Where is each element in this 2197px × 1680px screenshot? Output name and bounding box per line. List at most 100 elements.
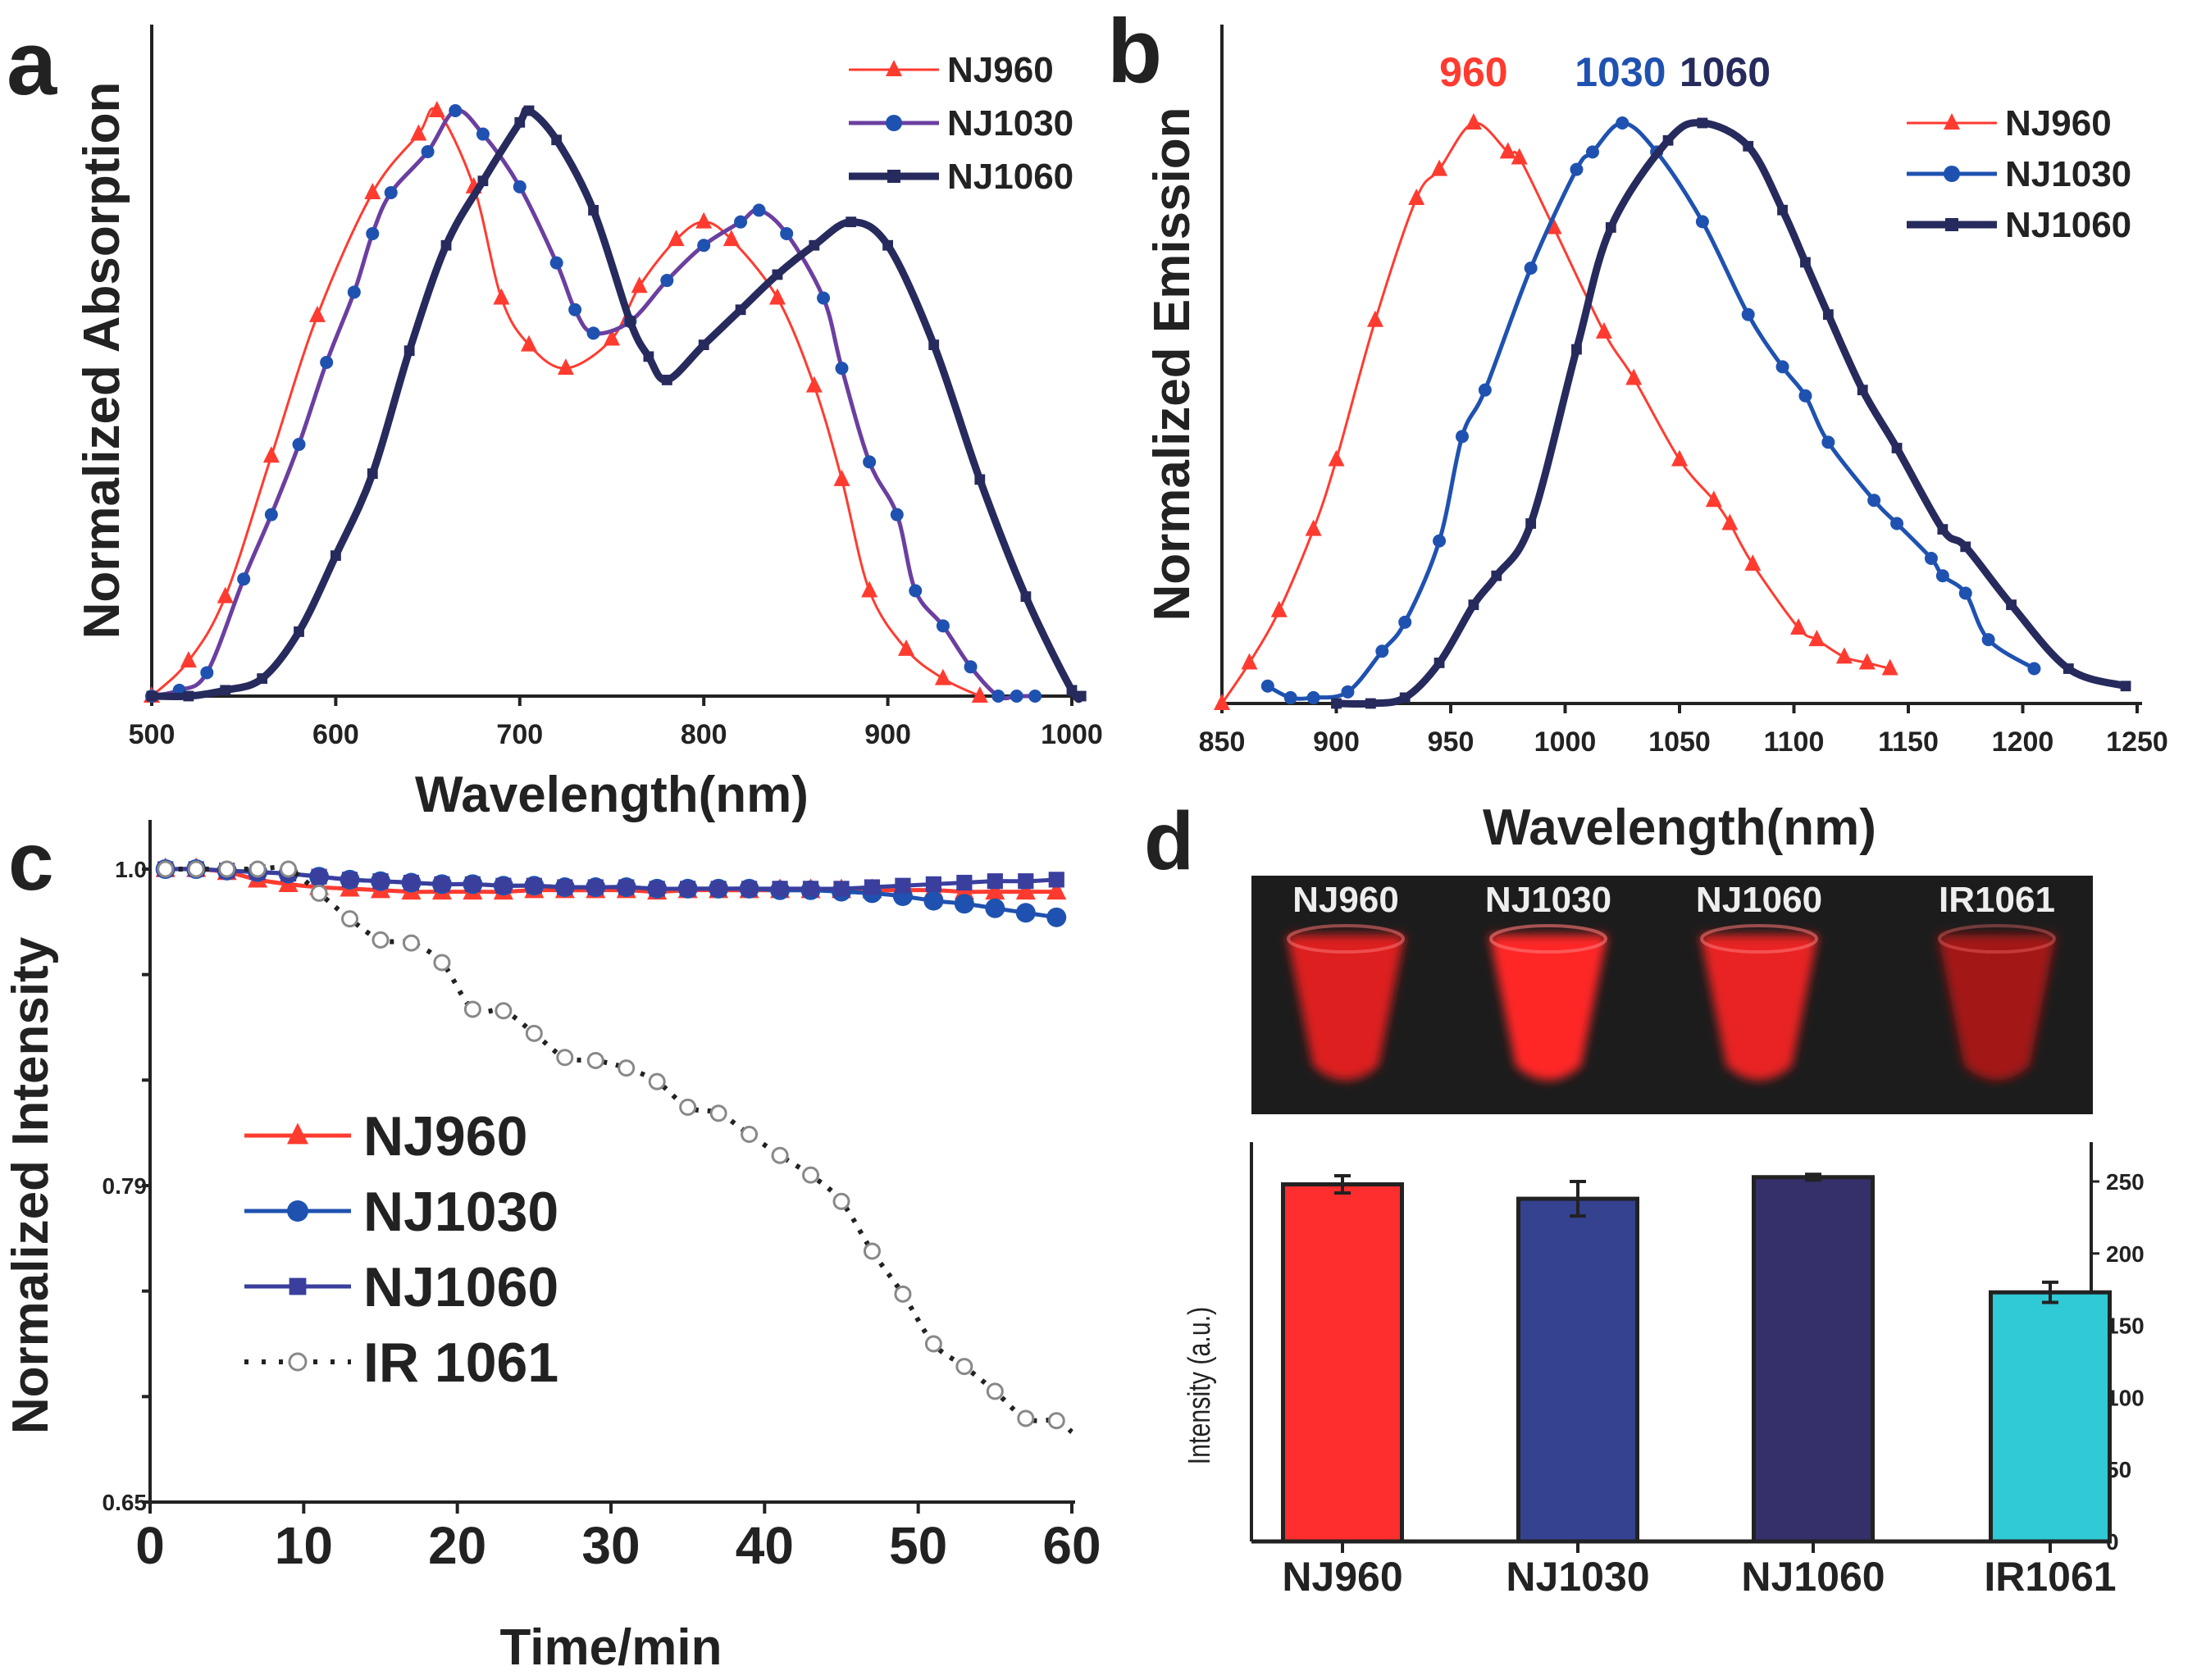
- data-point-nj1060: [925, 876, 941, 892]
- data-point-nj1060: [741, 881, 758, 897]
- legend-label-nj960: NJ960: [947, 50, 1054, 90]
- data-point-nj1060: [735, 304, 746, 316]
- data-point-nj1060: [1822, 309, 1834, 321]
- image-label-nj1030: NJ1030: [1485, 880, 1611, 920]
- legend-label-nj1030: NJ1030: [2005, 154, 2131, 194]
- data-point-ir1061: [371, 931, 390, 949]
- data-point-nj1030: [264, 508, 278, 521]
- error-bar: [1334, 1173, 1351, 1195]
- x-tick-label: 10: [275, 1516, 333, 1575]
- data-point-nj1060: [2006, 599, 2017, 611]
- category-label-ir1061: IR1061: [1984, 1554, 2116, 1600]
- data-point-ir1061: [1017, 1409, 1035, 1427]
- data-point-nj960: [805, 376, 823, 393]
- legend-marker-nj1030: [886, 115, 902, 131]
- data-point-nj1030: [513, 180, 526, 193]
- data-point-ir1061: [679, 1098, 697, 1116]
- image-label-nj960: NJ960: [1292, 880, 1399, 920]
- data-point-nj1060: [1048, 872, 1064, 888]
- data-point-nj1030: [1478, 383, 1492, 397]
- peak-label-1030: 1030: [1575, 49, 1666, 95]
- series-line-nj960: [150, 107, 981, 698]
- data-point-nj1030: [780, 226, 794, 240]
- data-point-ir1061: [341, 910, 359, 928]
- x-tick-label: 1100: [1764, 726, 1825, 758]
- data-point-nj960: [1015, 880, 1036, 900]
- data-point-nj960: [1305, 519, 1322, 536]
- data-point-nj1060: [974, 474, 986, 485]
- x-axis-title: Wavelength(nm): [1483, 799, 1876, 856]
- data-point-nj1060: [372, 873, 389, 890]
- data-point-nj960: [971, 686, 988, 703]
- x-tick-label: 1000: [1534, 726, 1597, 758]
- data-point-ir1061: [986, 1382, 1004, 1400]
- data-point-nj1060: [1960, 541, 1971, 553]
- data-point-nj1060: [833, 881, 850, 897]
- data-point-nj1030: [1695, 215, 1709, 229]
- data-point-nj1060: [477, 175, 489, 187]
- data-point-nj1030: [734, 215, 748, 229]
- data-point-nj1060: [680, 881, 696, 897]
- data-point-nj960: [1465, 113, 1482, 130]
- data-point-nj1060: [2063, 663, 2074, 674]
- data-point-nj1030: [1046, 907, 1067, 927]
- tube-rim: [1700, 924, 1818, 954]
- x-tick-label: 1050: [1648, 726, 1711, 758]
- error-bar: [1805, 1172, 1821, 1182]
- data-point-nj1060: [1743, 140, 1754, 152]
- data-point-nj1030: [1398, 615, 1412, 629]
- data-point-nj960: [1625, 368, 1643, 385]
- data-point-nj960: [1721, 513, 1739, 530]
- y-tick-label: 1.0: [115, 857, 147, 882]
- x-tick-label: 1250: [2106, 726, 2168, 758]
- legend-label-nj960: NJ960: [363, 1105, 527, 1168]
- tube-image-nj1060: [1700, 935, 1818, 1081]
- data-point-nj960: [1744, 554, 1762, 571]
- data-point-nj1030: [1341, 685, 1355, 699]
- data-point-nj1030: [1433, 534, 1447, 548]
- data-point-nj1030: [200, 666, 214, 680]
- x-tick-label: 40: [736, 1516, 794, 1575]
- legend-label-nj1060: NJ1060: [363, 1256, 558, 1318]
- data-point-nj1060: [1605, 222, 1616, 233]
- data-point-nj960: [1790, 617, 1807, 635]
- data-point-nj1060: [551, 134, 563, 146]
- data-point-nj1060: [514, 116, 526, 128]
- data-point-nj1030: [1306, 690, 1320, 704]
- legend-marker-nj1030: [1944, 166, 1960, 182]
- data-point-nj1030: [835, 362, 849, 376]
- legend-marker-ir1061: [288, 1352, 308, 1372]
- data-point-ir1061: [248, 860, 267, 878]
- legend-label-ir1061: IR 1061: [363, 1332, 558, 1394]
- y-axis-title: Intensity (a.u.): [1183, 1307, 1217, 1465]
- data-point-nj1030: [1010, 690, 1023, 703]
- data-point-nj1060: [587, 879, 604, 895]
- data-point-nj1030: [752, 203, 766, 217]
- tube-rim: [1287, 924, 1405, 954]
- data-point-nj1060: [772, 269, 783, 280]
- y-tick-label: 0.79: [103, 1173, 148, 1199]
- data-point-nj1030: [1015, 903, 1036, 923]
- bar-ir1061: [1989, 1290, 2112, 1544]
- x-axis-title: Time/min: [499, 1619, 722, 1676]
- data-point-nj1060: [987, 873, 1003, 890]
- x-tick-label: 950: [1428, 726, 1475, 758]
- error-bar: [1570, 1180, 1586, 1218]
- data-point-ir1061: [832, 1192, 850, 1210]
- data-point-nj1030: [1260, 679, 1274, 693]
- data-point-ir1061: [1047, 1412, 1065, 1430]
- legend-label-nj1030: NJ1030: [947, 103, 1073, 143]
- data-point-nj1060: [882, 239, 893, 251]
- data-point-nj1030: [1958, 586, 1972, 600]
- data-point-nj960: [1046, 880, 1067, 900]
- data-point-nj1030: [1455, 430, 1469, 444]
- panel-label-b: b: [1107, 1, 1162, 102]
- data-point-nj960: [1881, 658, 1898, 676]
- data-point-nj1030: [1867, 494, 1881, 508]
- x-tick-label: 60: [1042, 1516, 1101, 1575]
- data-point-ir1061: [157, 860, 175, 878]
- x-tick-label: 1200: [1992, 726, 2054, 758]
- legend-marker-nj1060: [289, 1277, 307, 1295]
- data-point-nj1060: [495, 877, 512, 894]
- category-label-nj1060: NJ1060: [1741, 1554, 1885, 1600]
